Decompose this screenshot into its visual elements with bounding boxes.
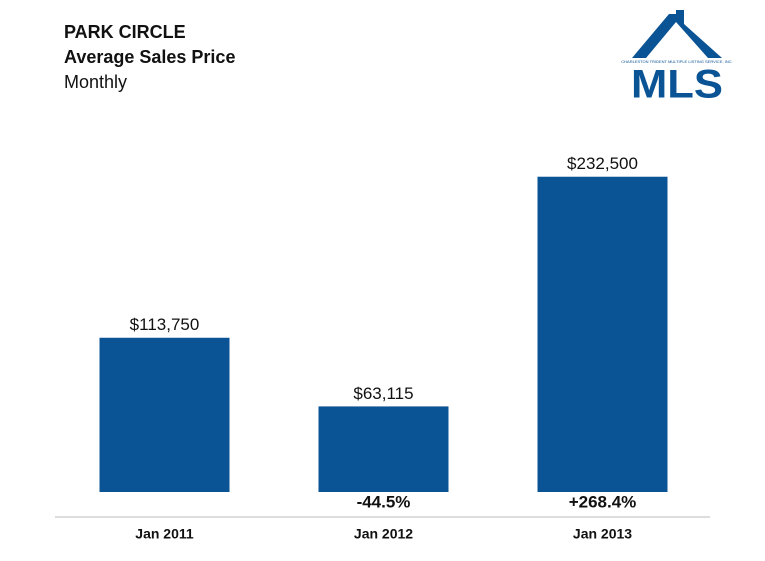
value-label: $232,500	[567, 154, 638, 173]
logo-roof	[632, 10, 722, 58]
bar	[537, 176, 668, 493]
logo-text: MLS	[631, 63, 723, 107]
x-tick-label: Jan 2013	[573, 526, 632, 542]
change-label: +268.4%	[569, 492, 637, 511]
logo: CHARLESTON TRIDENT MULTIPLE LISTING SERV…	[621, 10, 733, 107]
change-label: -44.5%	[357, 492, 411, 511]
bar	[318, 406, 449, 492]
period: Monthly	[64, 72, 127, 92]
bar	[99, 337, 230, 492]
value-label: $113,750	[130, 315, 200, 334]
x-tick-label: Jan 2011	[135, 526, 194, 542]
logo-tagline: CHARLESTON TRIDENT MULTIPLE LISTING SERV…	[621, 59, 732, 64]
value-label: $63,115	[353, 384, 413, 403]
x-tick-label: Jan 2012	[354, 526, 413, 542]
chart-subtitle: Average Sales Price	[64, 47, 235, 67]
chart-title: PARK CIRCLE	[64, 22, 186, 42]
